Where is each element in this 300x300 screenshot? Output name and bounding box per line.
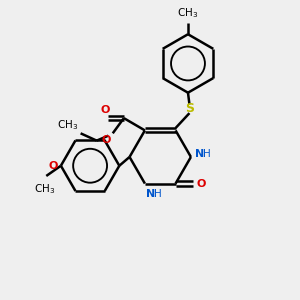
Text: N: N [146,189,156,200]
Text: O: O [101,135,110,145]
Text: O: O [196,178,206,188]
Text: S: S [185,102,194,115]
Text: N: N [195,149,205,159]
Text: H: H [203,149,211,159]
Text: CH$_3$: CH$_3$ [57,118,78,132]
Text: CH$_3$: CH$_3$ [34,182,56,196]
Text: CH$_3$: CH$_3$ [177,6,199,20]
Text: H: H [154,189,162,200]
Text: O: O [49,161,58,171]
Text: O: O [100,105,110,115]
